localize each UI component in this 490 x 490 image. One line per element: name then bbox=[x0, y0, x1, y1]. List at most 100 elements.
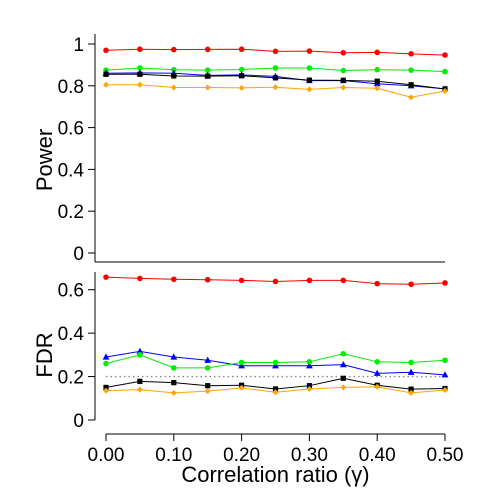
data-point bbox=[340, 84, 347, 91]
data-point bbox=[204, 46, 211, 53]
data-point bbox=[340, 49, 347, 56]
data-point bbox=[272, 48, 279, 55]
data-point bbox=[374, 359, 381, 365]
y-tick-label: 0.8 bbox=[58, 77, 84, 98]
data-point bbox=[306, 65, 313, 71]
data-point bbox=[205, 383, 211, 389]
data-point bbox=[170, 353, 178, 360]
data-point bbox=[272, 389, 279, 396]
data-point bbox=[272, 65, 279, 71]
data-point bbox=[374, 78, 380, 84]
data-point bbox=[441, 371, 449, 378]
data-point bbox=[374, 383, 381, 390]
y-tick-label: 0 bbox=[73, 411, 84, 432]
data-point bbox=[340, 277, 347, 284]
series-0 bbox=[103, 46, 448, 58]
data-point bbox=[373, 369, 381, 376]
y-tick-label: 0.4 bbox=[58, 160, 85, 181]
data-point bbox=[408, 359, 414, 366]
data-point bbox=[340, 67, 347, 74]
data-point bbox=[374, 66, 381, 73]
data-point bbox=[205, 73, 211, 79]
power-panel: 0 0.2 0.4 0.6 0.8 1 Power bbox=[32, 34, 449, 265]
data-point bbox=[170, 84, 177, 91]
data-point bbox=[306, 383, 312, 389]
data-point bbox=[238, 359, 245, 366]
data-point bbox=[136, 347, 144, 354]
data-point bbox=[136, 386, 143, 393]
y-tick-label: 0 bbox=[73, 244, 84, 265]
data-point bbox=[272, 359, 279, 366]
data-point bbox=[442, 52, 448, 58]
data-point bbox=[408, 389, 415, 396]
data-point bbox=[306, 277, 313, 284]
data-point bbox=[170, 389, 177, 396]
data-point bbox=[102, 353, 110, 360]
data-point bbox=[136, 81, 143, 88]
data-point bbox=[340, 375, 346, 381]
data-point bbox=[374, 280, 381, 287]
data-point bbox=[103, 81, 109, 88]
data-point bbox=[272, 386, 279, 392]
data-point bbox=[204, 67, 211, 73]
data-point bbox=[408, 94, 415, 101]
data-point bbox=[204, 388, 211, 395]
data-point bbox=[408, 386, 414, 392]
data-point bbox=[137, 71, 143, 77]
data-point bbox=[306, 48, 313, 54]
data-point bbox=[103, 387, 109, 394]
data-point bbox=[374, 85, 381, 92]
fdr-panel: 0 0.2 0.4 0.6 FDR 0.00 0.10 0.20 0.30 0.40 0.50 Cor… bbox=[32, 272, 463, 487]
y-tick-label: 1 bbox=[73, 35, 84, 56]
data-point bbox=[408, 67, 414, 73]
y-axis-title: FDR bbox=[32, 332, 57, 377]
data-point bbox=[306, 362, 313, 369]
x-tick-label: 0.50 bbox=[427, 445, 464, 466]
data-point bbox=[204, 365, 211, 371]
data-point bbox=[137, 352, 143, 358]
data-point bbox=[306, 77, 312, 83]
data-point bbox=[340, 350, 347, 357]
y-tick-label: 0.4 bbox=[58, 324, 85, 345]
data-point bbox=[407, 368, 415, 375]
x-tick-label: 0.20 bbox=[223, 445, 260, 466]
x-axis-title: Correlation ratio (γ) bbox=[181, 462, 369, 487]
data-point bbox=[171, 276, 177, 283]
data-point bbox=[272, 84, 279, 91]
x-tick-label: 0.30 bbox=[291, 445, 328, 466]
data-point bbox=[272, 278, 279, 285]
data-point bbox=[103, 274, 109, 280]
series-4 bbox=[103, 383, 448, 396]
data-point bbox=[340, 77, 346, 83]
data-point bbox=[204, 84, 211, 91]
series-4 bbox=[103, 81, 448, 101]
data-point bbox=[374, 49, 381, 56]
y-tick-label: 0.6 bbox=[58, 281, 84, 302]
x-tick-label: 0.10 bbox=[155, 445, 192, 466]
data-point bbox=[103, 71, 109, 77]
data-point bbox=[238, 84, 245, 91]
data-point bbox=[137, 378, 143, 384]
data-point bbox=[339, 361, 347, 368]
data-point bbox=[238, 277, 245, 284]
data-point bbox=[103, 47, 109, 54]
series-3 bbox=[103, 71, 448, 92]
data-point bbox=[408, 281, 414, 288]
data-point bbox=[204, 276, 211, 283]
data-point bbox=[238, 384, 245, 391]
series-2 bbox=[103, 350, 448, 371]
data-point bbox=[238, 66, 245, 73]
data-point bbox=[238, 46, 245, 53]
data-point bbox=[171, 365, 177, 371]
y-axis-title: Power bbox=[32, 129, 57, 191]
data-point bbox=[272, 75, 279, 81]
y-tick-label: 0.2 bbox=[58, 202, 84, 223]
data-point bbox=[137, 65, 143, 71]
y-tick-label: 0.6 bbox=[58, 119, 84, 140]
data-point bbox=[171, 380, 177, 386]
data-point bbox=[204, 356, 212, 363]
data-point bbox=[103, 360, 109, 367]
data-point bbox=[306, 385, 313, 392]
data-point bbox=[408, 51, 414, 57]
